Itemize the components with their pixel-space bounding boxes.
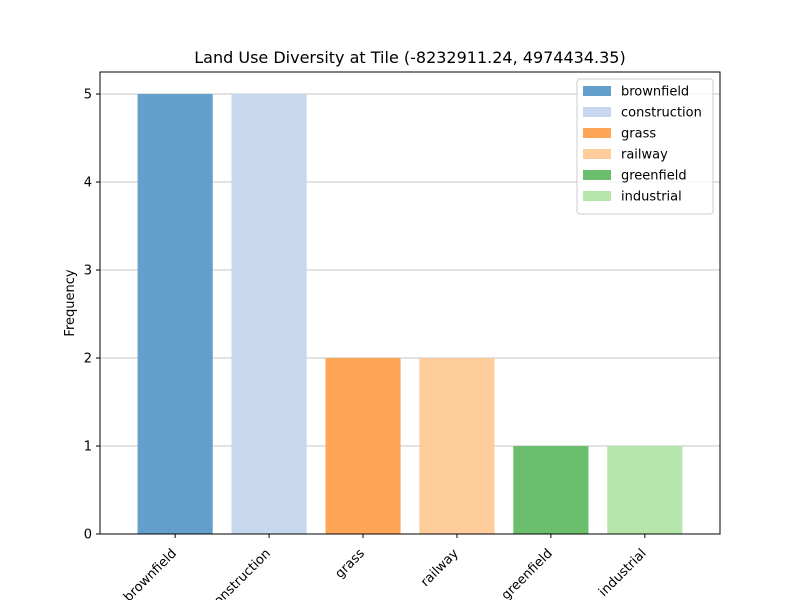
bar-industrial bbox=[607, 446, 683, 534]
bar-greenfield bbox=[513, 446, 589, 534]
legend-swatch-brownfield bbox=[583, 86, 611, 96]
y-tick-label: 5 bbox=[84, 88, 92, 103]
y-tick-label: 3 bbox=[84, 264, 92, 279]
chart-title: Land Use Diversity at Tile (-8232911.24,… bbox=[194, 48, 625, 67]
legend-label-grass: grass bbox=[621, 127, 656, 142]
legend-swatch-industrial bbox=[583, 191, 611, 201]
legend-swatch-railway bbox=[583, 149, 611, 159]
legend-label-railway: railway bbox=[621, 148, 668, 163]
y-axis-label: Frequency bbox=[63, 269, 78, 336]
legend-label-brownfield: brownfield bbox=[621, 85, 689, 100]
legend-swatch-greenfield bbox=[583, 170, 611, 180]
legend-swatch-construction bbox=[583, 107, 611, 117]
y-tick-label: 2 bbox=[84, 352, 92, 367]
legend-label-construction: construction bbox=[621, 106, 702, 121]
y-axis-ticks: 0 1 2 3 4 5 bbox=[84, 88, 100, 543]
y-tick-label: 0 bbox=[84, 528, 92, 543]
bar-grass bbox=[325, 358, 401, 534]
bar-brownfield bbox=[137, 94, 213, 534]
legend-label-industrial: industrial bbox=[621, 190, 682, 205]
bars bbox=[137, 94, 683, 534]
legend: brownfield construction grass railway greenf… bbox=[576, 78, 714, 215]
y-tick-label: 4 bbox=[84, 176, 92, 191]
plot-frame bbox=[99, 71, 721, 535]
legend-swatch-grass bbox=[583, 128, 611, 138]
bar-railway bbox=[419, 358, 495, 534]
bar-construction bbox=[231, 94, 307, 534]
legend-label-greenfield: greenfield bbox=[621, 169, 687, 184]
y-tick-label: 1 bbox=[84, 440, 92, 455]
